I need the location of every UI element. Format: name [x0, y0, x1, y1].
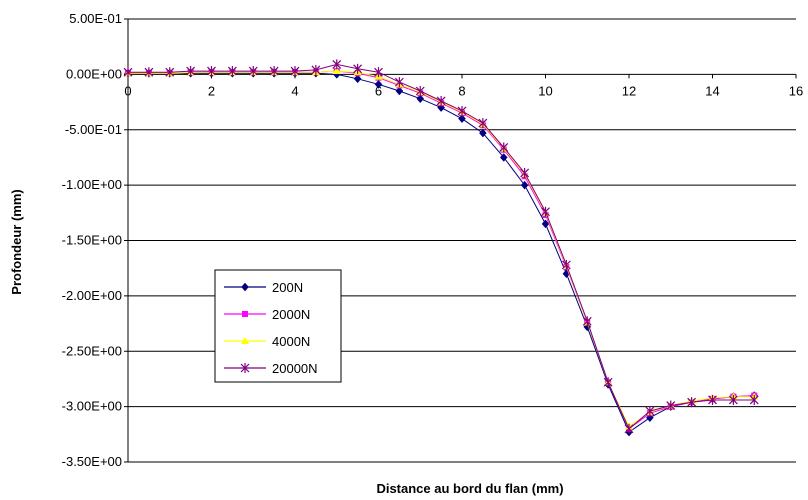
data-point [478, 118, 488, 129]
y-tick-label: -3.00E+00 [62, 399, 122, 414]
x-tick-label: 6 [375, 83, 382, 98]
data-point [395, 86, 404, 96]
data-point [436, 95, 446, 106]
data-point [332, 59, 342, 70]
data-point [311, 64, 321, 75]
data-point [374, 79, 383, 89]
data-point [416, 94, 425, 104]
data-point [374, 67, 383, 78]
data-point [144, 67, 154, 78]
data-point [165, 67, 175, 78]
data-point [520, 180, 529, 190]
data-point [624, 423, 634, 434]
data-point [415, 85, 425, 96]
legend-marker [242, 311, 248, 317]
x-tick-labels: 0 2 4 6 8 10 12 14 16 [124, 83, 803, 98]
legend-item: 2000N [224, 307, 310, 322]
data-point [479, 128, 487, 138]
legend-marker [240, 363, 250, 373]
data-point [248, 66, 258, 77]
legend-marker [241, 337, 249, 344]
data-point [227, 66, 237, 77]
x-tick-label: 4 [291, 83, 298, 98]
x-tick-label: 0 [124, 83, 131, 98]
data-point [269, 66, 279, 77]
data-point [687, 397, 697, 408]
data-point [541, 206, 550, 217]
x-tick-label: 12 [622, 83, 636, 98]
legend-box [214, 269, 342, 383]
x-axis-title: Distance au bord du flan (mm) [376, 481, 563, 496]
data-point [728, 394, 738, 405]
data-point [123, 67, 133, 78]
legend-label: 4000N [272, 334, 310, 349]
y-axis-title: Profondeur (mm) [9, 189, 24, 294]
legend-label: 20000N [272, 361, 318, 376]
data-point [582, 316, 592, 327]
data-point [541, 219, 550, 229]
data-point [207, 66, 216, 77]
data-point [561, 259, 571, 270]
data-point [353, 74, 362, 84]
legend-item: 20000N [224, 361, 318, 376]
x-tick-label: 10 [538, 83, 552, 98]
y-tick-labels: 5.00E-01 0.00E+00 -5.00E-01 -1.00E+00 -1.50E… [62, 11, 122, 469]
y-tick-label: -1.50E+00 [62, 233, 122, 248]
data-point [290, 66, 300, 77]
data-point [394, 77, 404, 88]
data-point [708, 394, 717, 405]
x-tick-label: 14 [705, 83, 719, 98]
x-tick-label: 2 [208, 83, 215, 98]
series-group [123, 59, 759, 437]
legend-item: 4000N [224, 334, 310, 349]
legend: 200N 2000N 4000N 20000N [214, 269, 342, 383]
legend-marker [241, 282, 249, 292]
y-tick-label: -2.50E+00 [62, 343, 122, 358]
data-point [603, 377, 613, 388]
y-tick-label: -5.00E-01 [65, 122, 122, 137]
legend-label: 200N [272, 280, 303, 295]
data-point [645, 406, 655, 417]
data-point [457, 105, 467, 116]
y-tick-label: -3.50E+00 [62, 454, 122, 469]
legend-label: 2000N [272, 307, 310, 322]
y-tick-label: -2.00E+00 [62, 288, 122, 303]
data-point [499, 142, 509, 153]
data-point [458, 114, 466, 124]
legend-item: 200N [224, 280, 303, 295]
data-point [749, 394, 759, 405]
data-point [186, 66, 196, 77]
y-tick-label: 5.00E-01 [69, 11, 122, 26]
x-tick-label: 16 [789, 83, 803, 98]
data-point [666, 400, 676, 411]
data-point [332, 67, 341, 75]
y-tick-label: -1.00E+00 [62, 177, 122, 192]
data-point [353, 63, 363, 74]
y-tick-label: 0.00E+00 [66, 66, 122, 81]
data-point [520, 167, 530, 178]
series-20000n [123, 59, 759, 434]
data-point [499, 153, 508, 162]
x-tick-label: 8 [458, 83, 465, 98]
